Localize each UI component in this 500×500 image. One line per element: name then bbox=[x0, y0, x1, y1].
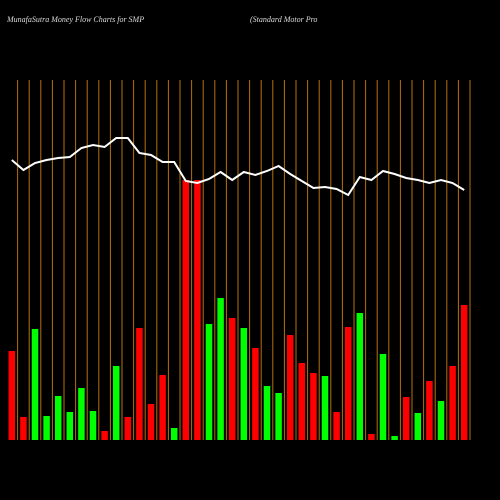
bar bbox=[379, 354, 387, 440]
bar bbox=[252, 348, 259, 440]
chart-title: MunafaSutra Money Flow Charts for SMP bbox=[6, 15, 144, 24]
bar bbox=[78, 388, 85, 440]
money-flow-line bbox=[11, 137, 465, 197]
bar bbox=[321, 376, 329, 440]
bar bbox=[275, 393, 282, 440]
bar bbox=[54, 396, 62, 440]
bar bbox=[20, 417, 27, 440]
bar bbox=[286, 335, 294, 440]
bar bbox=[460, 305, 468, 440]
bar bbox=[194, 180, 201, 440]
bar bbox=[333, 412, 340, 440]
bar bbox=[8, 351, 16, 440]
bar bbox=[426, 381, 433, 440]
bar bbox=[344, 327, 352, 440]
bar bbox=[217, 298, 224, 440]
bar bbox=[205, 324, 213, 440]
bar bbox=[43, 416, 50, 440]
bar bbox=[182, 180, 190, 440]
bar bbox=[228, 318, 236, 440]
bar bbox=[170, 428, 178, 440]
bar bbox=[136, 328, 143, 440]
bar bbox=[159, 375, 166, 440]
bar bbox=[112, 366, 120, 440]
bar bbox=[263, 386, 271, 440]
bar bbox=[402, 397, 410, 440]
bar bbox=[414, 413, 422, 440]
bar bbox=[437, 401, 445, 440]
bar bbox=[147, 404, 155, 440]
bar bbox=[368, 434, 375, 440]
bar bbox=[31, 329, 39, 440]
bar bbox=[298, 363, 306, 440]
bar bbox=[240, 328, 248, 440]
bar bbox=[124, 417, 132, 440]
bar bbox=[101, 431, 108, 440]
bar bbox=[89, 411, 97, 440]
bar bbox=[449, 366, 456, 440]
bar bbox=[310, 373, 317, 440]
bar bbox=[391, 436, 398, 440]
chart-subtitle: (Standard Motor Pro bbox=[250, 15, 317, 24]
bar bbox=[356, 313, 364, 440]
bar bbox=[66, 412, 74, 440]
